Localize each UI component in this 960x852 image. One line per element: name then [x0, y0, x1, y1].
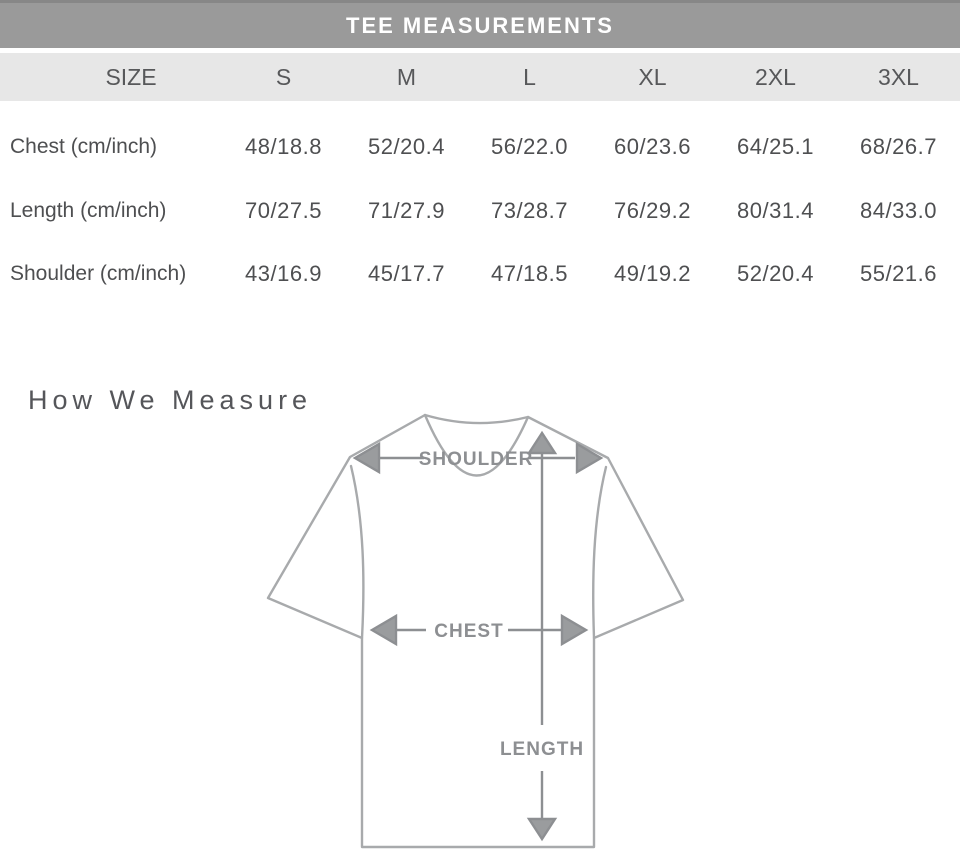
table-row-shoulder: Shoulder (cm/inch) 43/16.9 45/17.7 47/18…	[0, 248, 960, 300]
size-column-header: SIZE	[105, 63, 157, 90]
shoulder-arrow-icon	[352, 441, 604, 475]
length-arrow-icon	[526, 430, 558, 842]
column-header-m: M	[396, 63, 417, 90]
column-header-l: L	[523, 63, 536, 90]
shoulder-value-xl: 49/19.2	[614, 261, 691, 286]
row-label-chest: Chest (cm/inch)	[10, 135, 158, 158]
column-header-3xl: 3XL	[878, 63, 919, 90]
tshirt-outline-icon	[266, 413, 685, 849]
length-value-s: 70/27.5	[245, 198, 322, 223]
column-header-s: S	[275, 63, 292, 90]
chest-arrow-icon	[369, 613, 589, 647]
shoulder-value-l: 47/18.5	[491, 261, 568, 286]
table-title: TEE MEASUREMENTS	[346, 12, 614, 38]
length-value-m: 71/27.9	[368, 198, 445, 223]
length-value-l: 73/28.7	[491, 198, 568, 223]
shoulder-value-m: 45/17.7	[368, 261, 445, 286]
chest-value-2xl: 64/25.1	[737, 134, 814, 159]
how-we-measure-heading: How We Measure	[28, 385, 313, 415]
row-label-length: Length (cm/inch)	[10, 199, 167, 222]
chest-value-m: 52/20.4	[368, 134, 445, 159]
column-header-2xl: 2XL	[755, 63, 796, 90]
column-header-xl: XL	[638, 63, 667, 90]
tshirt-measurement-diagram: SHOULDER LENGTH CHEST	[266, 413, 685, 849]
shoulder-arrow-label: SHOULDER	[419, 449, 534, 470]
size-header-row: SIZE S M L XL 2XL 3XL	[0, 53, 960, 101]
row-label-shoulder: Shoulder (cm/inch)	[10, 262, 187, 285]
length-value-3xl: 84/33.0	[860, 198, 937, 223]
shoulder-value-3xl: 55/21.6	[860, 261, 937, 286]
length-arrow-label: LENGTH	[500, 739, 584, 760]
chest-value-l: 56/22.0	[491, 134, 568, 159]
chest-value-xl: 60/23.6	[614, 134, 691, 159]
chest-value-3xl: 68/26.7	[860, 134, 937, 159]
table-title-band: TEE MEASUREMENTS	[0, 0, 960, 48]
length-value-2xl: 80/31.4	[737, 198, 814, 223]
table-row-chest: Chest (cm/inch) 48/18.8 52/20.4 56/22.0 …	[0, 121, 960, 173]
chest-value-s: 48/18.8	[245, 134, 322, 159]
length-value-xl: 76/29.2	[614, 198, 691, 223]
shoulder-value-2xl: 52/20.4	[737, 261, 814, 286]
table-row-length: Length (cm/inch) 70/27.5 71/27.9 73/28.7…	[0, 185, 960, 237]
chest-arrow-label: CHEST	[434, 621, 503, 642]
shoulder-value-s: 43/16.9	[245, 261, 322, 286]
